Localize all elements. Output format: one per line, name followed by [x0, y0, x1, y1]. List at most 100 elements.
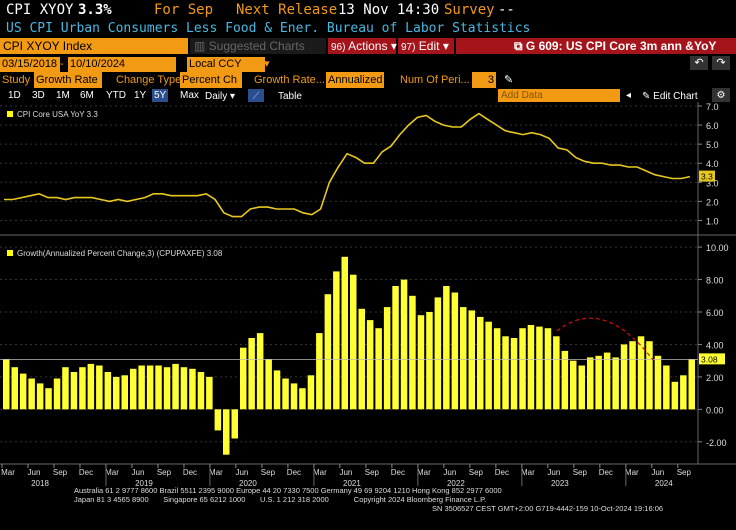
bar-38: [324, 294, 332, 410]
bar-46: [392, 286, 399, 410]
period-max-button[interactable]: Max: [180, 90, 199, 101]
y-tick-label: 5.0: [706, 140, 719, 150]
bar-22: [189, 368, 196, 410]
change-type-select[interactable]: Percent Ch: [180, 72, 242, 88]
chart-icon: ▥: [194, 39, 209, 53]
x-tick-label: Sep: [261, 468, 276, 477]
bar-40: [341, 256, 348, 410]
line-chart-icon[interactable]: ⟋: [248, 89, 264, 102]
y-tick-label: 8.00: [706, 276, 724, 286]
year-label: 2022: [447, 479, 465, 488]
period-1y-button[interactable]: 1Y: [134, 90, 147, 101]
x-tick-label: Sep: [677, 468, 692, 477]
chart-title[interactable]: ⧉ G 609: US CPI Core 3m ann &YoY: [510, 38, 736, 54]
bar-63: [536, 326, 543, 410]
x-tick-label: Mar: [521, 468, 535, 477]
x-tick-label: Jun: [443, 468, 456, 477]
frequency-select[interactable]: Daily ▾: [205, 91, 236, 102]
bar-43: [366, 320, 374, 410]
bar-50: [426, 312, 433, 410]
period-5y-button[interactable]: 5Y: [152, 89, 169, 102]
bar-67: [570, 360, 577, 410]
year-label: 2018: [31, 479, 49, 488]
redo-icon[interactable]: ↷: [712, 56, 730, 70]
bar-29: [248, 338, 255, 410]
bar-56: [477, 316, 484, 410]
year-label: 2020: [239, 479, 257, 488]
date-range-row: 03/15/2018 - 10/10/2024 Local CCY ▾ ↶ ↷: [0, 56, 736, 72]
y-tick-label: 3.0: [706, 178, 719, 188]
y-tick-label: 0.00: [706, 405, 724, 415]
bar-31: [265, 359, 272, 410]
period-ytd-button[interactable]: YTD: [106, 90, 126, 101]
security-field[interactable]: CPI XYOY Index: [0, 38, 188, 54]
survey-value: --: [498, 2, 515, 18]
x-tick-label: Dec: [599, 468, 613, 477]
x-tick-label: Dec: [495, 468, 509, 477]
bar-12: [104, 372, 112, 410]
chevron-down-icon[interactable]: ▾: [264, 58, 270, 70]
num-periods-input[interactable]: 3: [472, 72, 496, 88]
start-date-input[interactable]: 03/15/2018: [0, 57, 60, 72]
header-row: CPI XYOY 3.3% For Sep Next Release 13 No…: [0, 0, 736, 20]
footer: Australia 61 2 9777 8600 Brazil 5511 239…: [0, 486, 736, 513]
bar-62: [527, 325, 535, 410]
bar-35: [299, 388, 306, 410]
bar-1: [11, 367, 18, 410]
x-tick-label: Jun: [651, 468, 664, 477]
bar-27: [231, 409, 238, 439]
x-tick-label: Sep: [469, 468, 484, 477]
edit-chart-button[interactable]: ✎ Edit Chart: [642, 91, 698, 102]
edit-menu[interactable]: 97) Edit ▾: [398, 38, 454, 54]
undo-icon[interactable]: ↶: [690, 56, 708, 70]
end-date-input[interactable]: 10/10/2024: [68, 57, 176, 72]
legend-line: CPI Core USA YoY 3.3: [17, 110, 98, 119]
bar-15: [130, 368, 137, 410]
x-tick-label: Sep: [157, 468, 172, 477]
pencil-icon[interactable]: ✎: [504, 74, 514, 86]
x-tick-label: Sep: [53, 468, 68, 477]
period-3d-button[interactable]: 3D: [32, 90, 45, 101]
bar-24: [206, 376, 213, 410]
bar-45: [383, 307, 391, 410]
add-data-input[interactable]: Add Data: [498, 89, 620, 102]
table-button[interactable]: Table: [278, 91, 302, 102]
bar-19: [163, 367, 171, 410]
y-tick-label: 1.0: [706, 216, 719, 226]
security-description: US CPI Urban Consumers Less Food & Ener.…: [6, 21, 531, 36]
chart-area[interactable]: 7.0 6.0 5.0 4.0 3.0 2.0 1.0 3.3 CPI Core USA YoY…: [0, 102, 736, 488]
bar-41: [350, 274, 357, 410]
description-row: US CPI Urban Consumers Less Food & Ener.…: [0, 20, 736, 38]
x-tick-label: Dec: [287, 468, 301, 477]
bar-9: [79, 367, 86, 410]
actions-menu[interactable]: 96) Actions ▾: [328, 38, 397, 54]
x-tick-label: Sep: [365, 468, 380, 477]
bar-0: [3, 359, 10, 410]
external-link-icon: ⧉: [514, 39, 526, 53]
series-line-core-cpi: [4, 112, 691, 218]
period-1m-button[interactable]: 1M: [56, 90, 70, 101]
growth-rate-select[interactable]: Annualized: [326, 72, 384, 88]
y-tick-label: 2.00: [706, 373, 724, 383]
period-1d-button[interactable]: 1D: [8, 90, 21, 101]
next-release-date: 13 Nov 14:30: [338, 2, 440, 18]
ticker: CPI XYOY: [6, 2, 74, 18]
x-tick-label: Mar: [417, 468, 431, 477]
bar-25: [214, 409, 222, 431]
bar-61: [519, 328, 526, 410]
bar-8: [70, 372, 78, 410]
suggested-charts-button[interactable]: ▥ Suggested Charts: [190, 38, 326, 54]
bar-4: [36, 383, 44, 410]
legend-swatch: [7, 111, 13, 117]
currency-select[interactable]: Local CCY: [187, 57, 265, 72]
bar-10: [87, 363, 95, 410]
next-release-label: Next Release: [236, 2, 338, 18]
collapse-icon[interactable]: ◂: [626, 90, 632, 101]
bar-3: [28, 378, 35, 410]
bar-54: [460, 307, 467, 410]
study-select[interactable]: Growth Rate: [34, 72, 102, 88]
num-periods-label: Num Of Peri...: [400, 74, 470, 86]
bar-37: [316, 333, 323, 410]
period-6m-button[interactable]: 6M: [80, 90, 94, 101]
settings-icon[interactable]: ⚙: [712, 88, 730, 102]
